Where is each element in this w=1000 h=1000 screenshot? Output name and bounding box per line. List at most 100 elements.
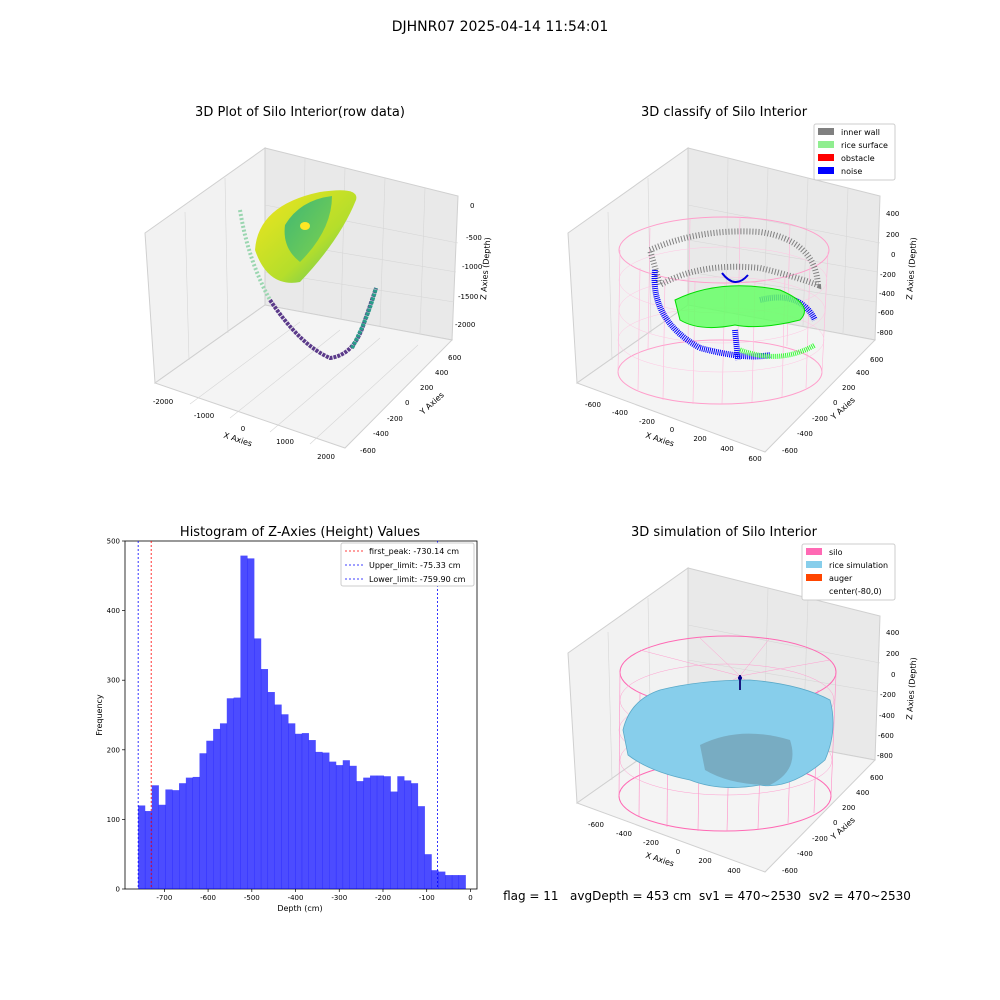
sim-xtick-5: 400 [727, 867, 740, 875]
histogram-xlabel: Depth (cm) [277, 904, 322, 913]
classify-ztick-4: -400 [879, 290, 895, 298]
histogram-ytick-label: 100 [107, 816, 120, 824]
classify-xtick-1: -400 [612, 409, 628, 417]
classify-ytick-2: -200 [812, 415, 828, 423]
sim-legend: silo rice simulation auger center(-80,0) [801, 543, 896, 601]
histogram-bar [165, 789, 173, 889]
classify-ztick-6: -800 [877, 329, 893, 337]
histogram-bar [185, 777, 193, 889]
classify-legend-swatch-1 [818, 141, 834, 148]
histogram-yticks: 0 100 200 300 400 500 [107, 538, 125, 894]
histogram-bar [267, 692, 275, 889]
classify-ztick-5: -600 [878, 309, 894, 317]
sim-ztick-6: -800 [877, 752, 893, 760]
histogram-bar [281, 714, 289, 889]
histogram-xticks: -700 -600 -500 -400 -300 -200 -100 0 [156, 889, 473, 902]
classify-legend-frame [813, 123, 896, 181]
histogram-bar [295, 733, 303, 889]
classify-ztick-1: 200 [886, 231, 899, 239]
histogram-legend-label-2: Lower_limit: -759.90 cm [369, 575, 466, 584]
raw-ytick-3: 0 [405, 399, 409, 407]
histogram-bar [329, 761, 337, 889]
histogram-legend: first_peak: -730.14 cm Upper_limit: -75.… [340, 542, 475, 587]
raw-xtick-1: -1000 [194, 412, 214, 420]
histogram-bar [451, 875, 460, 889]
sim-ztick-0: 400 [886, 629, 899, 637]
panel-classify-3d: 3D classify of Silo Interior [567, 105, 918, 463]
classify-silo-top-ring [618, 216, 830, 284]
histogram-bar [363, 777, 371, 889]
raw-ztick-2: -1000 [462, 263, 482, 271]
classify-legend-label-3: noise [841, 167, 862, 176]
classify-ztick-2: 0 [891, 251, 895, 259]
histogram-title: Histogram of Z-Axies (Height) Values [180, 525, 420, 540]
sim-legend-swatch-1 [806, 561, 822, 568]
raw-floor-pane [153, 304, 454, 449]
classify-ytick-1: -400 [797, 430, 813, 438]
histogram-bar [390, 791, 398, 889]
sim-legend-label-0: silo [829, 548, 843, 557]
histogram-legend-label-0: first_peak: -730.14 cm [369, 547, 459, 556]
histogram-bar [206, 740, 214, 889]
histogram-bar [288, 723, 296, 889]
histogram-bar [138, 805, 146, 889]
classify-legend-label-1: rice surface [841, 141, 888, 150]
histogram-bar [274, 704, 282, 889]
classify-ytick-3: 0 [833, 399, 837, 407]
histogram-bar [158, 804, 166, 889]
histogram-bar [260, 669, 269, 889]
classify-legend-label-0: inner wall [841, 128, 880, 137]
panel-raw-title: 3D Plot of Silo Interior(row data) [195, 105, 405, 120]
classify-xtick-0: -600 [585, 401, 601, 409]
figure-title: DJHNR07 2025-04-14 11:54:01 [392, 19, 609, 35]
histogram-ytick-label: 300 [107, 677, 120, 685]
histogram-bar [376, 775, 384, 889]
histogram-xtick-label: 0 [468, 894, 472, 902]
classify-legend-swatch-2 [818, 154, 834, 161]
classify-xticks: -600 -400 -200 0 200 400 600 [585, 401, 762, 463]
histogram-bar [233, 697, 241, 889]
histogram-bar [144, 811, 153, 889]
raw-xticks: -2000 -1000 0 1000 2000 [153, 398, 335, 461]
sim-ytick-0: -600 [782, 867, 798, 875]
classify-xtick-5: 400 [720, 445, 733, 453]
sim-xlabel: X Axies [644, 851, 675, 869]
sim-xtick-2: -200 [643, 839, 659, 847]
histogram-legend-label-1: Upper_limit: -75.33 cm [369, 561, 461, 570]
histogram-bar [335, 765, 344, 889]
classify-ytick-5: 400 [856, 369, 869, 377]
sim-ytick-2: -200 [812, 835, 828, 843]
histogram-bar [240, 555, 248, 889]
raw-point-arc-tail [350, 287, 378, 349]
sim-grid [607, 587, 881, 781]
panel-simulation-title: 3D simulation of Silo Interior [631, 525, 818, 540]
raw-ytick-0: -600 [360, 447, 376, 455]
histogram-bar [397, 776, 405, 889]
classify-inner-wall [646, 228, 822, 290]
sim-ytick-1: -400 [797, 850, 813, 858]
sim-legend-label-3: center(-80,0) [829, 587, 882, 596]
sim-xtick-0: -600 [588, 821, 604, 829]
raw-ytick-6: 600 [448, 354, 461, 362]
histogram-bar [179, 783, 187, 889]
histogram-legend-frame [340, 542, 475, 587]
raw-ytick-4: 200 [420, 384, 433, 392]
panel-simulation-3d: 3D simulation of Silo Interior [567, 525, 918, 875]
histogram-bar [315, 751, 323, 889]
panel-histogram: Histogram of Z-Axies (Height) Values -70… [95, 525, 478, 913]
footer-status: flag = 11 avgDepth = 453 cm sv1 = 470~25… [503, 889, 911, 903]
histogram-ylabel: Frequency [95, 694, 104, 736]
histogram-ytick-label: 200 [107, 746, 120, 754]
raw-ztick-3: -1500 [458, 293, 478, 301]
sim-ytick-3: 0 [833, 819, 837, 827]
classify-rice-surface [674, 285, 805, 329]
sim-ztick-1: 200 [886, 650, 899, 658]
sim-legend-swatch-2 [806, 574, 822, 581]
sim-ztick-5: -600 [878, 732, 894, 740]
histogram-bar [247, 558, 255, 889]
sim-ztick-4: -400 [879, 712, 895, 720]
sim-xticks: -600 -400 -200 0 200 400 [588, 821, 741, 875]
histogram-bar [356, 781, 364, 889]
histogram-bar [219, 723, 228, 889]
